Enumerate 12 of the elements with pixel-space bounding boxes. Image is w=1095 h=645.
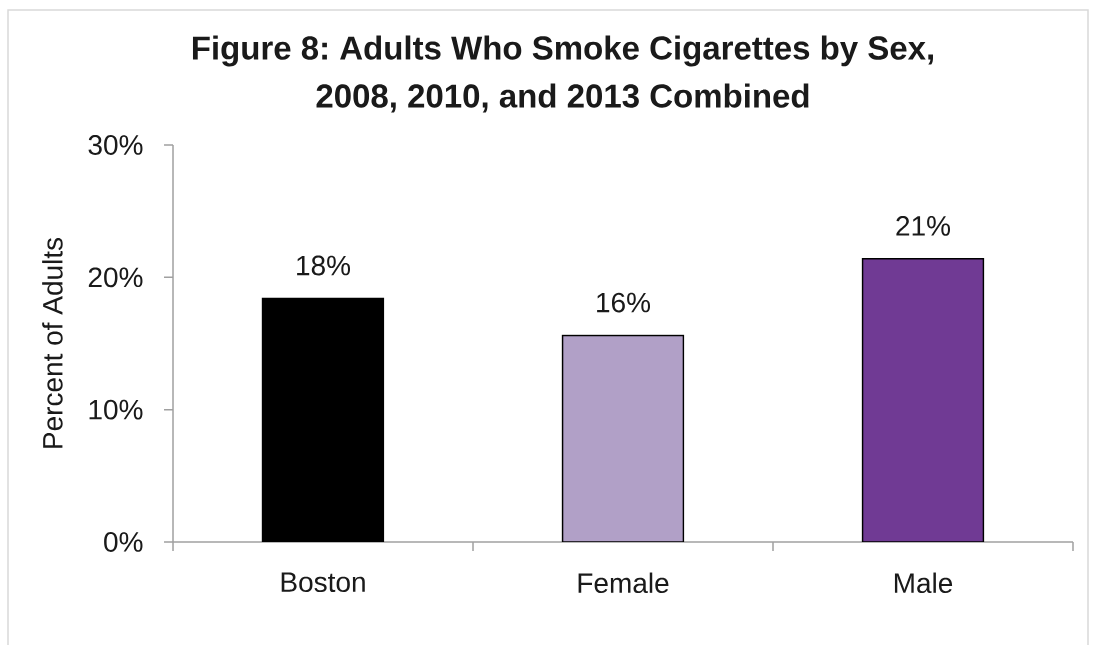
y-tick-label: 20% xyxy=(88,267,143,288)
y-tick-label: 30% xyxy=(88,135,143,155)
x-tick-label: Male xyxy=(894,572,953,594)
y-axis-title: Percent of Adults xyxy=(42,237,63,448)
data-label: 21% xyxy=(896,216,951,236)
x-tick-label: Boston xyxy=(281,572,365,593)
chart-title: Figure 8: Adults Who Smoke Cigarettes by Sex, 2008, 2010, and 2013 Combined xyxy=(192,35,933,113)
data-label: 18% xyxy=(297,255,351,276)
x-tick-label: Female xyxy=(578,572,669,594)
y-tick-label: 0% xyxy=(104,532,143,552)
y-tick-label: 10% xyxy=(89,399,143,420)
data-label: 16% xyxy=(597,292,651,313)
